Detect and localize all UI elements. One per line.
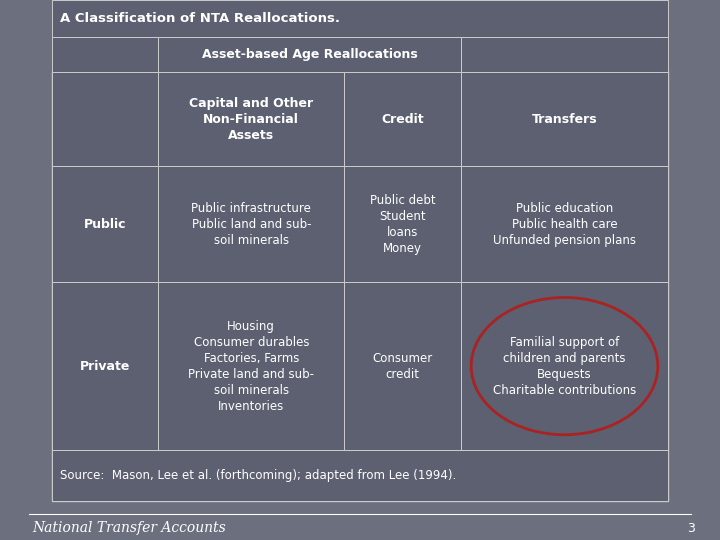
Text: Public infrastructure
Public land and sub-
soil minerals: Public infrastructure Public land and su…: [192, 202, 311, 247]
Text: Public debt
Student
loans
Money: Public debt Student loans Money: [369, 194, 436, 255]
Text: Capital and Other
Non-Financial
Assets: Capital and Other Non-Financial Assets: [189, 97, 313, 141]
Text: Familial support of
children and parents
Bequests
Charitable contributions: Familial support of children and parents…: [493, 336, 636, 396]
Bar: [52, 37, 158, 72]
Bar: [52, 282, 158, 450]
Bar: [344, 72, 461, 166]
Bar: [461, 282, 668, 450]
Text: Public: Public: [84, 218, 127, 231]
Text: Credit: Credit: [381, 112, 424, 126]
Bar: [52, 166, 158, 282]
Text: Consumer
credit: Consumer credit: [372, 352, 433, 381]
Text: National Transfer Accounts: National Transfer Accounts: [32, 521, 226, 535]
Bar: [158, 37, 461, 72]
Text: 3: 3: [687, 522, 695, 535]
Text: A Classification of NTA Reallocations.: A Classification of NTA Reallocations.: [60, 12, 341, 25]
Text: Source:  Mason, Lee et al. (forthcoming); adapted from Lee (1994).: Source: Mason, Lee et al. (forthcoming);…: [60, 469, 456, 482]
Bar: [461, 166, 668, 282]
Bar: [52, 71, 668, 501]
Bar: [158, 72, 344, 166]
Text: Public education
Public health care
Unfunded pension plans: Public education Public health care Unfu…: [493, 202, 636, 247]
Bar: [344, 166, 461, 282]
Text: Housing
Consumer durables
Factories, Farms
Private land and sub-
soil minerals
I: Housing Consumer durables Factories, Far…: [188, 320, 314, 413]
Text: Asset-based Age Reallocations: Asset-based Age Reallocations: [202, 48, 418, 61]
Text: Transfers: Transfers: [531, 112, 598, 126]
Bar: [344, 282, 461, 450]
Bar: [158, 166, 344, 282]
Bar: [52, 450, 668, 501]
Bar: [158, 282, 344, 450]
Bar: [52, 72, 158, 166]
Bar: [461, 72, 668, 166]
Text: Private: Private: [80, 360, 130, 373]
Bar: [461, 37, 668, 72]
Bar: [52, 0, 668, 37]
